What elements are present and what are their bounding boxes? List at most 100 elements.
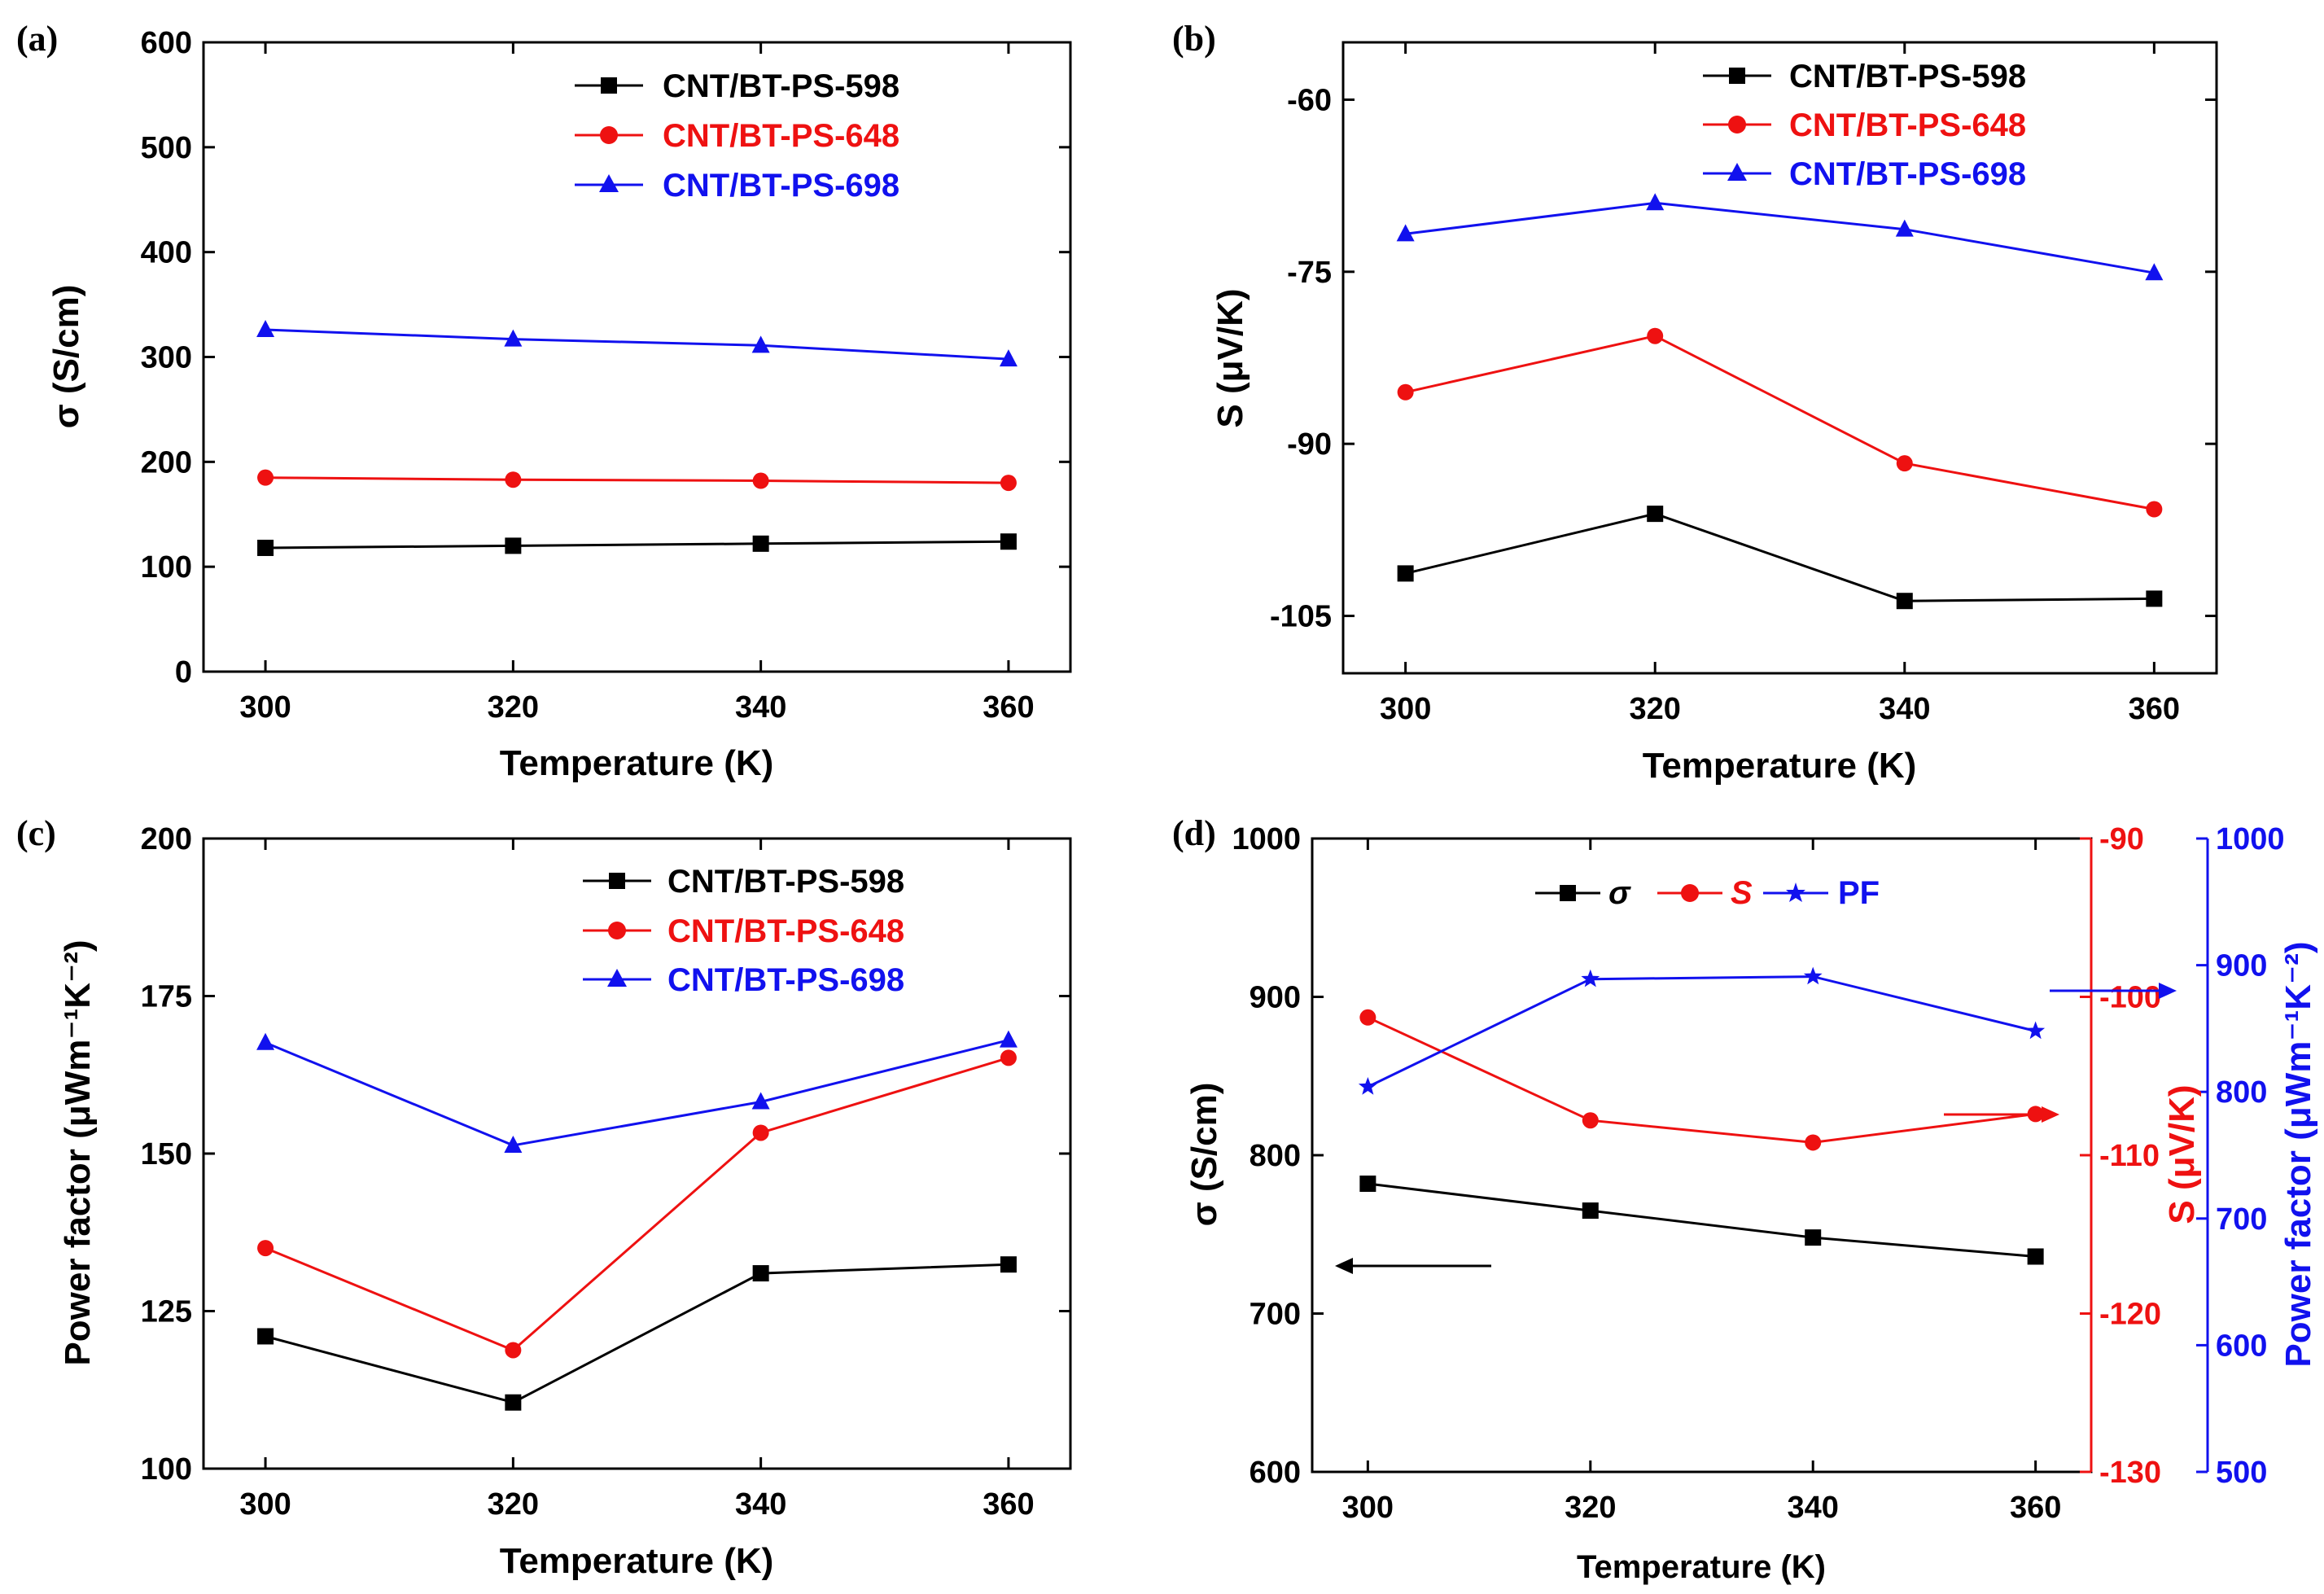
legend-item-c-698: CNT/BT-PS-698 bbox=[583, 962, 904, 998]
x-tick-label-c: 340 bbox=[735, 1487, 786, 1522]
legend-label-b-698: CNT/BT-PS-698 bbox=[1789, 156, 2026, 192]
y-tick-label-a-left: 300 bbox=[141, 341, 192, 375]
data-point-a-0-1 bbox=[505, 537, 522, 554]
x-axis-label-c: Temperature (K) bbox=[500, 1541, 774, 1581]
data-point-c-0-3 bbox=[1000, 1256, 1017, 1273]
data-point-c-0-0 bbox=[257, 1328, 274, 1345]
x-tick-label-b: 340 bbox=[1879, 692, 1930, 726]
data-point-d-2-1 bbox=[1581, 969, 1600, 987]
y-tick-label-a-left: 0 bbox=[175, 655, 192, 690]
data-point-b-1-1 bbox=[1647, 327, 1664, 344]
x-axis-label-a: Temperature (K) bbox=[500, 743, 774, 783]
data-point-a-0-3 bbox=[1000, 533, 1017, 550]
y-tick-label-b-left: -75 bbox=[1287, 256, 1332, 290]
y-tick-label-b-left: -90 bbox=[1287, 427, 1332, 462]
legend-d: σ S PF bbox=[1535, 875, 1880, 911]
plot-frame-d bbox=[1311, 837, 2093, 1474]
data-point-b-0-1 bbox=[1647, 506, 1664, 523]
y-tick-label-d-right2: 900 bbox=[2216, 949, 2267, 983]
legend-item-d-pf: PF bbox=[1763, 875, 1880, 911]
y-tick-label-a-left: 500 bbox=[141, 131, 192, 165]
legend-item-b-598: CNT/BT-PS-598 bbox=[1703, 59, 2026, 94]
arrow-s-right-icon bbox=[1944, 1106, 2059, 1123]
y-tick-label-c-left: 100 bbox=[141, 1452, 192, 1487]
y-tick-label-d-right2: 600 bbox=[2216, 1329, 2267, 1363]
legend-label-d-s: S bbox=[1731, 875, 1753, 911]
series-line-c-0 bbox=[265, 1263, 1009, 1404]
panel-label-b: (b) bbox=[1172, 19, 1216, 59]
data-point-b-0-2 bbox=[1896, 593, 1913, 610]
data-point-a-2-3 bbox=[999, 349, 1018, 367]
legend-item-b-698: CNT/BT-PS-698 bbox=[1703, 156, 2026, 192]
data-point-c-1-3 bbox=[1000, 1049, 1017, 1066]
series-line-c-1 bbox=[265, 1056, 1009, 1352]
legend-item-d-sigma: σ bbox=[1535, 875, 1631, 911]
y-tick-label-c-left: 125 bbox=[141, 1295, 192, 1329]
y-tick-label-d-left: 700 bbox=[1250, 1298, 1301, 1332]
legend-item-a-598: CNT/BT-PS-598 bbox=[575, 68, 899, 104]
data-point-c-2-0 bbox=[256, 1032, 275, 1050]
y-tick-label-d-right1: -120 bbox=[2099, 1298, 2161, 1332]
data-point-d-1-1 bbox=[1582, 1112, 1599, 1129]
data-point-b-1-0 bbox=[1397, 383, 1414, 401]
data-point-a-0-0 bbox=[257, 539, 274, 556]
data-point-c-1-0 bbox=[257, 1240, 274, 1257]
x-tick-label-b: 360 bbox=[2129, 692, 2180, 726]
data-point-c-0-2 bbox=[752, 1265, 769, 1282]
legend-label-c-648: CNT/BT-PS-648 bbox=[667, 913, 904, 949]
y-axis-label-c: Power factor (μWm⁻¹K⁻²) bbox=[58, 939, 98, 1365]
legend-label-b-598: CNT/BT-PS-598 bbox=[1789, 59, 2026, 94]
y-tick-label-d-right2: 700 bbox=[2216, 1202, 2267, 1237]
data-point-a-1-3 bbox=[1000, 475, 1017, 492]
y-tick-label-d-right1: -110 bbox=[2099, 1139, 2160, 1173]
y-tick-label-d-right1: -100 bbox=[2099, 981, 2161, 1015]
x-tick-label-a: 360 bbox=[983, 690, 1034, 725]
panel-label-a: (a) bbox=[16, 19, 58, 59]
y-tick-label-c-left: 175 bbox=[141, 980, 192, 1014]
x-tick-label-d: 300 bbox=[1342, 1491, 1394, 1525]
x-tick-label-a: 340 bbox=[735, 690, 786, 725]
data-point-a-1-2 bbox=[752, 472, 769, 489]
data-point-d-2-2 bbox=[1803, 966, 1823, 985]
data-point-c-1-2 bbox=[752, 1124, 769, 1141]
data-point-d-0-3 bbox=[2027, 1248, 2044, 1265]
data-point-d-2-3 bbox=[2026, 1021, 2046, 1040]
plot-frame-c bbox=[202, 837, 1072, 1470]
legend-label-c-698: CNT/BT-PS-698 bbox=[667, 962, 904, 998]
series-line-d-2 bbox=[1367, 975, 2036, 1088]
x-tick-label-c: 320 bbox=[488, 1487, 539, 1522]
data-point-a-1-1 bbox=[505, 471, 522, 488]
y-axis-label-d-pf: Power factor (μWm⁻¹K⁻²) bbox=[2278, 941, 2318, 1367]
x-tick-label-c: 360 bbox=[983, 1487, 1034, 1522]
legend-a: CNT/BT-PS-598 CNT/BT-PS-648 CNT/BT-PS-69… bbox=[575, 68, 899, 204]
data-point-b-2-2 bbox=[1895, 219, 1914, 237]
legend-label-a-648: CNT/BT-PS-648 bbox=[663, 118, 899, 154]
data-point-c-1-1 bbox=[505, 1342, 522, 1359]
y-tick-label-a-left: 600 bbox=[141, 26, 192, 60]
y-tick-label-b-left: -60 bbox=[1287, 83, 1332, 117]
data-point-a-0-2 bbox=[752, 535, 769, 552]
arrow-pf-right-icon bbox=[2050, 983, 2177, 999]
panel-label-c: (c) bbox=[16, 813, 56, 853]
y-tick-label-a-left: 100 bbox=[141, 550, 192, 585]
series-line-b-2 bbox=[1405, 201, 2155, 274]
legend-label-a-698: CNT/BT-PS-698 bbox=[663, 168, 899, 204]
x-axis-label-b: Temperature (K) bbox=[1643, 746, 1917, 786]
x-tick-label-a: 320 bbox=[488, 690, 539, 725]
x-tick-label-d: 340 bbox=[1788, 1491, 1839, 1525]
legend-label-d-sigma: σ bbox=[1608, 875, 1631, 911]
series-line-b-1 bbox=[1405, 335, 2155, 510]
y-tick-label-a-left: 400 bbox=[141, 236, 192, 270]
y-tick-label-d-left: 900 bbox=[1250, 981, 1301, 1015]
data-point-c-0-1 bbox=[505, 1394, 522, 1411]
series-line-a-1 bbox=[265, 476, 1009, 484]
panel-a-conductivity: (a) 0 100 200 300 400 500 600 300 320 340 360 Tem… bbox=[16, 19, 1072, 783]
legend-c: CNT/BT-PS-598 CNT/BT-PS-648 CNT/BT-PS-69… bbox=[583, 864, 904, 998]
y-axis-label-d-s: S (μV/K) bbox=[2162, 1084, 2202, 1224]
data-point-d-0-0 bbox=[1359, 1176, 1376, 1193]
x-tick-label-a: 300 bbox=[239, 690, 291, 725]
y-tick-label-c-left: 200 bbox=[141, 822, 192, 856]
legend-item-b-648: CNT/BT-PS-648 bbox=[1703, 107, 2026, 143]
y-axis-label-a: σ (S/cm) bbox=[46, 285, 86, 429]
